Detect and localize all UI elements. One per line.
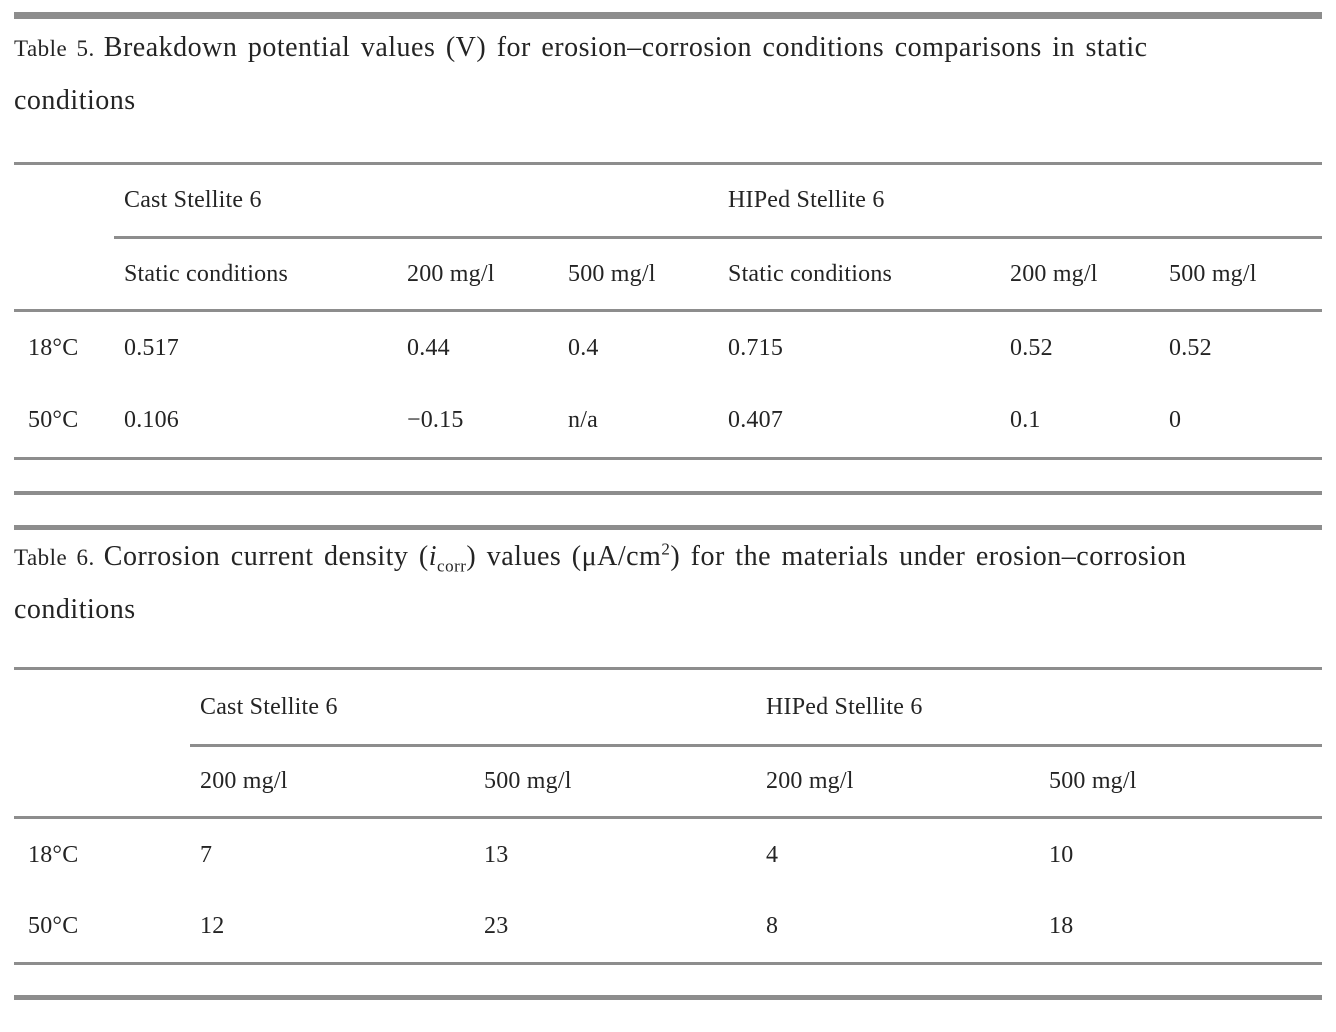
group-header-hiped: HIPed Stellite 6: [718, 163, 1323, 239]
cell: 7: [200, 841, 213, 868]
cell: 13: [484, 841, 509, 868]
icorr-symbol: i: [428, 541, 438, 572]
table6: Cast Stellite 6 HIPed Stellite 6 200 mg/…: [14, 667, 1323, 965]
cell: 0.52: [1169, 334, 1212, 361]
table6-caption: Table 6. Corrosion current density (icorr…: [14, 531, 1249, 636]
cell: 0.106: [114, 384, 397, 460]
cell: 4: [766, 841, 779, 868]
column-header: 200 mg/l: [190, 745, 474, 819]
column-header: 500 mg/l: [474, 745, 757, 819]
cell: 18: [1039, 891, 1323, 965]
cell: n/a: [558, 384, 719, 460]
table-row: 50°C 0.106 −0.15 n/a 0.407 0.1 0: [14, 384, 1323, 460]
table5-caption-text: Breakdown potential values (V) for erosi…: [14, 32, 1148, 116]
corner-cell: [14, 164, 114, 238]
column-header: 500 mg/l: [558, 237, 719, 312]
table6-caption-label: Table 6.: [14, 545, 95, 570]
table5-top-divider: [14, 12, 1322, 19]
column-header: Static conditions: [114, 237, 397, 312]
row-label: 18°C: [28, 334, 79, 361]
cell: 0.517: [124, 334, 179, 361]
corner-cell: [14, 237, 114, 312]
row-label: 50°C: [14, 384, 114, 460]
group-header-cast: Cast Stellite 6: [114, 163, 719, 239]
column-header: 200 mg/l: [1000, 237, 1160, 312]
table6-top-divider: [14, 525, 1322, 530]
corner-cell: [14, 669, 190, 746]
table6-caption-text-mid: ) values (μA/cm: [466, 541, 662, 572]
group-header-cast: Cast Stellite 6: [190, 668, 757, 747]
table5-caption: Table 5. Breakdown potential values (V) f…: [14, 22, 1249, 127]
table5-bottom-divider: [14, 491, 1322, 495]
table6-group-header-row: Cast Stellite 6 HIPed Stellite 6: [14, 668, 1323, 747]
corner-cell: [14, 745, 190, 819]
group-header-hiped: HIPed Stellite 6: [756, 668, 1323, 747]
row-label: 18°C: [28, 841, 79, 868]
row-label: 50°C: [14, 891, 190, 965]
table-row: 50°C 12 23 8 18: [14, 891, 1323, 965]
cell: 0.407: [718, 384, 1001, 460]
column-header: 500 mg/l: [1159, 237, 1323, 312]
table5-caption-label: Table 5.: [14, 36, 95, 61]
cm-squared-superscript: 2: [661, 539, 671, 559]
table-row: 18°C 7 13 4 10: [14, 818, 1322, 892]
table6-column-header-row: 200 mg/l 500 mg/l 200 mg/l 500 mg/l: [14, 745, 1323, 819]
table-row: 18°C 0.517 0.44 0.4 0.715 0.52 0.52: [14, 311, 1322, 385]
cell: 10: [1049, 841, 1074, 868]
cell: 0: [1159, 384, 1323, 460]
cell: 0.52: [1010, 334, 1053, 361]
column-header: 200 mg/l: [397, 237, 558, 312]
table6-caption-text-pre: Corrosion current density (: [103, 541, 429, 572]
cell: 8: [756, 891, 1040, 965]
cell: 23: [474, 891, 757, 965]
table6-bottom-divider: [14, 995, 1322, 1000]
table5: Cast Stellite 6 HIPed Stellite 6 Static …: [14, 162, 1323, 460]
cell: 0.4: [568, 334, 599, 361]
icorr-subscript: corr: [437, 556, 467, 576]
cell: −0.15: [397, 384, 558, 460]
cell: 0.44: [407, 334, 450, 361]
column-header: Static conditions: [718, 237, 1001, 312]
column-header: 200 mg/l: [756, 745, 1040, 819]
cell: 0.715: [728, 334, 784, 361]
table5-column-header-row: Static conditions 200 mg/l 500 mg/l Stat…: [14, 237, 1323, 312]
table6-caption-text-post: ) for the materials under erosion–corros…: [14, 541, 1187, 625]
cell: 0.1: [1000, 384, 1160, 460]
column-header: 500 mg/l: [1039, 745, 1323, 819]
cell: 12: [190, 891, 474, 965]
table5-group-header-row: Cast Stellite 6 HIPed Stellite 6: [14, 163, 1323, 239]
